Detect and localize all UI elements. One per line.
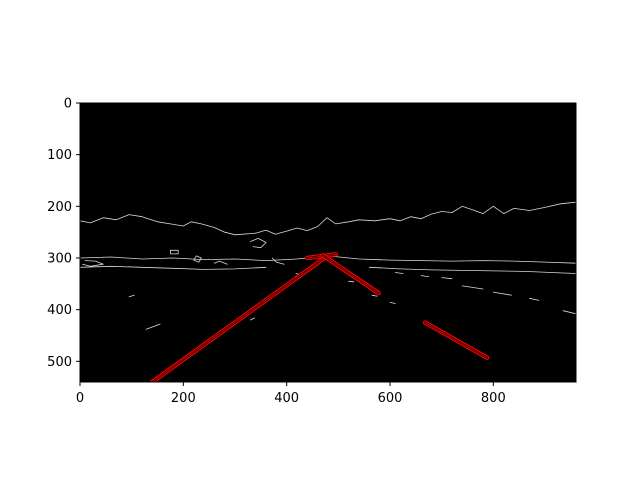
edge-contour (389, 301, 396, 304)
y-tick-label: 300 (47, 252, 72, 267)
edge-contour (420, 275, 430, 278)
x-tick-label: 200 (171, 391, 196, 406)
edge-contour (250, 237, 267, 249)
edge-contour (441, 277, 453, 280)
edge-contour (128, 294, 135, 298)
edge-contour (80, 265, 267, 270)
edge-contour (82, 260, 104, 267)
edge-contour (492, 291, 512, 296)
edge-contour (193, 255, 202, 263)
edge-contour (80, 201, 576, 236)
y-tick-label: 400 (47, 303, 72, 318)
x-tick-label: 600 (378, 391, 403, 406)
edge-contours (80, 201, 576, 330)
edge-contour (213, 260, 228, 265)
lane-line (150, 253, 331, 382)
edge-contour (348, 280, 355, 283)
x-tick-label: 800 (481, 391, 506, 406)
x-axis: 0 200 400 600 800 (76, 382, 506, 406)
x-tick-label: 0 (76, 391, 84, 406)
axes-frame (79, 102, 577, 383)
y-tick-label: 0 (64, 97, 72, 112)
edge-contour (368, 266, 576, 274)
edge-contour (529, 297, 540, 301)
edge-contour (562, 310, 576, 315)
edge-contour (394, 272, 404, 274)
edge-contour (169, 249, 179, 255)
y-tick-label: 500 (47, 355, 72, 370)
lane-line (320, 253, 381, 296)
edge-contour (145, 323, 161, 330)
y-axis: 0 100 200 300 400 500 (47, 97, 80, 370)
edge-contour (371, 294, 378, 297)
edge-contour (461, 285, 484, 290)
image-area (80, 103, 576, 382)
x-tick-label: 400 (274, 391, 299, 406)
y-tick-label: 200 (47, 200, 72, 215)
edge-contour (250, 317, 256, 321)
y-tick-label: 100 (47, 148, 72, 163)
lane-lines (150, 252, 490, 382)
edge-contour (271, 257, 285, 265)
lane-line (422, 320, 490, 360)
